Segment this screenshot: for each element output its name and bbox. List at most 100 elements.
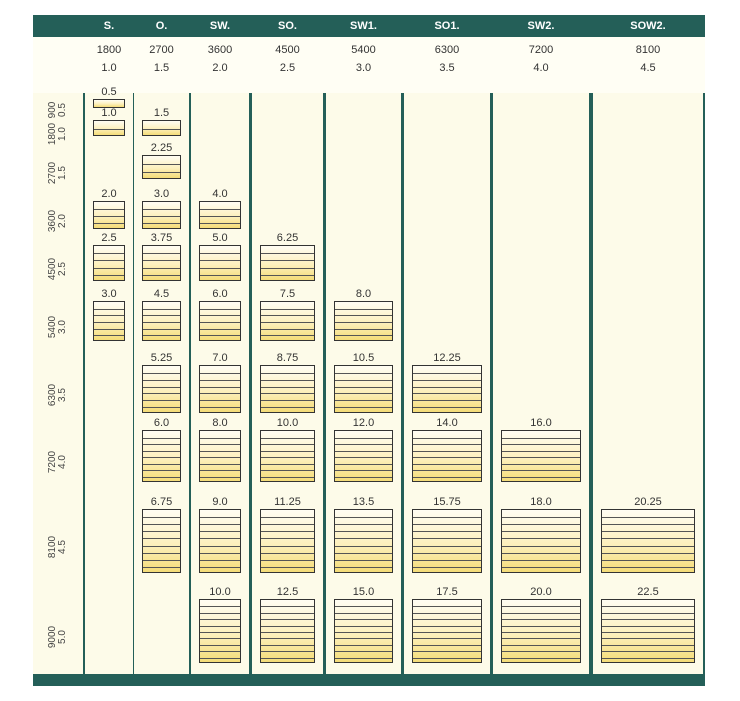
section-box <box>501 509 581 573</box>
section-line <box>602 560 694 561</box>
section-line <box>143 444 180 445</box>
section-line <box>335 517 392 518</box>
area-cell: 2.25 <box>142 141 181 179</box>
section-line <box>143 268 180 269</box>
column-width-m: 4.0 <box>533 62 549 74</box>
section-line <box>502 638 580 639</box>
section-line <box>200 638 240 639</box>
section-box <box>93 99 125 108</box>
section-line <box>143 553 180 554</box>
section-line <box>143 380 180 381</box>
section-line <box>200 253 240 254</box>
section-line <box>413 517 481 518</box>
section-line <box>143 322 180 323</box>
area-cell: 13.5 <box>334 495 393 573</box>
section-line <box>602 606 694 607</box>
section-line <box>413 531 481 532</box>
column-dimensions-band: 1800 1.0 2700 1.5 3600 2.0 4500 2.5 5400 3.0 6300 3… <box>33 37 705 93</box>
area-value: 8.0 <box>212 417 228 429</box>
section-box <box>260 301 315 341</box>
section-line <box>143 457 180 458</box>
area-cell: 8.0 <box>334 287 393 341</box>
size-chart-board: S. O. SW. SO. SW1. SO1. SW2. SOW2. 1800 1.0 2700 1… <box>33 15 705 686</box>
row-length-m: 1.0 <box>57 127 68 141</box>
area-value: 12.0 <box>352 417 375 429</box>
area-value: 6.0 <box>153 417 170 429</box>
section-box <box>334 430 393 482</box>
section-line <box>143 129 180 130</box>
section-line <box>502 645 580 646</box>
section-line <box>94 335 124 336</box>
section-line <box>261 438 314 439</box>
section-line <box>261 335 314 336</box>
section-line <box>261 451 314 452</box>
section-line <box>413 546 481 547</box>
section-line <box>94 329 124 330</box>
area-value: 13.5 <box>352 496 375 508</box>
section-box <box>199 245 241 281</box>
column-code: S. <box>103 20 115 32</box>
area-value: 10.5 <box>352 352 375 364</box>
section-box <box>142 365 181 413</box>
area-value: 2.0 <box>101 188 117 200</box>
section-line <box>143 315 180 316</box>
section-line <box>143 477 180 478</box>
section-line <box>602 613 694 614</box>
area-cell: 18.0 <box>501 495 581 573</box>
section-line <box>335 613 392 614</box>
section-line <box>413 393 481 394</box>
section-line <box>335 451 392 452</box>
area-cell: 6.75 <box>142 495 181 573</box>
section-line <box>200 517 240 518</box>
section-line <box>143 387 180 388</box>
section-line <box>335 606 392 607</box>
section-line <box>200 223 240 224</box>
section-line <box>200 335 240 336</box>
section-line <box>335 567 392 568</box>
section-line <box>143 329 180 330</box>
section-line <box>502 524 580 525</box>
section-line <box>602 645 694 646</box>
section-line <box>502 632 580 633</box>
area-cell: 11.25 <box>260 495 315 573</box>
row-label: 1800 1.0 <box>47 114 68 154</box>
section-line <box>335 329 392 330</box>
area-value: 22.5 <box>637 586 659 598</box>
area-value: 5.25 <box>150 352 173 364</box>
section-line <box>261 407 314 408</box>
section-line <box>261 253 314 254</box>
section-line <box>602 517 694 518</box>
section-line <box>143 335 180 336</box>
section-line <box>502 651 580 652</box>
section-line <box>335 322 392 323</box>
section-line <box>413 619 481 620</box>
section-line <box>94 260 124 261</box>
area-value: 8.75 <box>276 352 299 364</box>
column-width-mm: 7200 <box>528 44 554 56</box>
section-line <box>602 619 694 620</box>
section-line <box>261 658 314 659</box>
section-line <box>261 470 314 471</box>
column-width-mm: 3600 <box>207 44 233 56</box>
section-box <box>199 430 241 482</box>
section-box <box>412 599 482 663</box>
section-line <box>200 626 240 627</box>
section-line <box>143 275 180 276</box>
section-line <box>413 651 481 652</box>
area-value: 20.0 <box>530 586 552 598</box>
column-panel <box>85 93 133 674</box>
section-box <box>199 599 241 663</box>
area-value: 12.25 <box>433 352 461 364</box>
section-line <box>143 393 180 394</box>
area-value: 10.0 <box>276 417 299 429</box>
section-line <box>200 209 240 210</box>
section-line <box>413 470 481 471</box>
section-line <box>261 517 314 518</box>
section-line <box>200 645 240 646</box>
section-box <box>142 301 181 341</box>
area-value: 15.0 <box>352 586 375 598</box>
row-label: 7200 4.0 <box>47 442 68 482</box>
section-line <box>200 315 240 316</box>
section-line <box>602 524 694 525</box>
section-line <box>261 393 314 394</box>
